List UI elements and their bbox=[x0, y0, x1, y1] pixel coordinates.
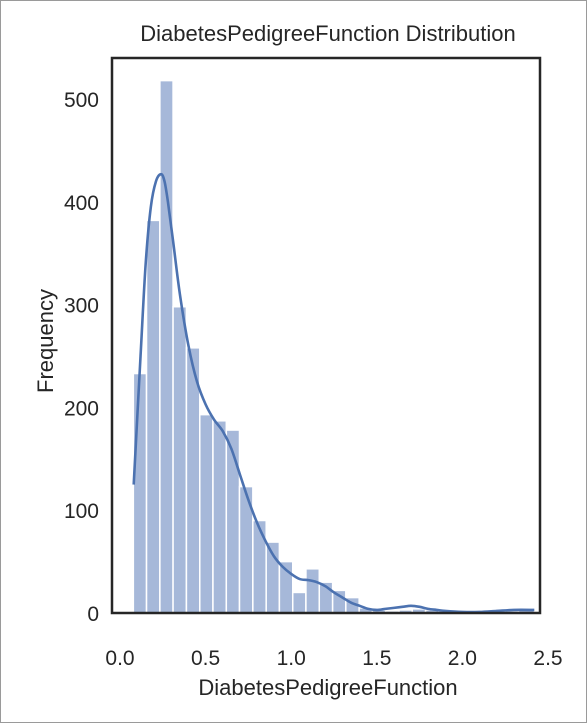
axes-frame bbox=[110, 56, 542, 615]
histogram-bar-7 bbox=[225, 429, 241, 614]
y-tick-label: 400 bbox=[64, 192, 99, 215]
y-tick-label: 0 bbox=[87, 603, 99, 626]
kde-line bbox=[132, 172, 535, 614]
histogram-bar-9 bbox=[252, 519, 267, 614]
y-tick-label: 500 bbox=[64, 89, 99, 112]
chart-title: DiabetesPedigreeFunction Distribution bbox=[140, 21, 515, 46]
y-tick-label: 300 bbox=[64, 295, 99, 318]
histogram-bar-2 bbox=[159, 79, 174, 614]
x-tick-label: 2.5 bbox=[533, 647, 562, 670]
y-axis-ticks: 0 100 200 300 400 500 bbox=[64, 89, 99, 626]
x-tick-label: 0.0 bbox=[105, 647, 134, 670]
histogram-bar-13 bbox=[305, 568, 321, 614]
x-axis-title: DiabetesPedigreeFunction bbox=[198, 675, 457, 700]
histogram-bar-0 bbox=[132, 372, 148, 614]
x-tick-label: 1.0 bbox=[277, 647, 306, 670]
y-tick-label: 200 bbox=[64, 397, 99, 420]
x-tick-label: 2.0 bbox=[448, 647, 477, 670]
histogram-bar-6 bbox=[212, 420, 228, 614]
y-tick-label: 100 bbox=[64, 500, 99, 523]
histogram-bar-3 bbox=[172, 305, 188, 614]
x-axis-ticks: 0.0 0.5 1.0 1.5 2.0 2.5 bbox=[105, 647, 562, 670]
histogram-bar-5 bbox=[199, 413, 214, 614]
histogram-bars bbox=[132, 79, 536, 614]
x-tick-label: 0.5 bbox=[191, 647, 220, 670]
histogram-bar-1 bbox=[145, 219, 161, 614]
histogram-bar-12 bbox=[291, 591, 307, 614]
x-tick-label: 1.5 bbox=[362, 647, 391, 670]
y-axis-title: Frequency bbox=[33, 289, 58, 393]
